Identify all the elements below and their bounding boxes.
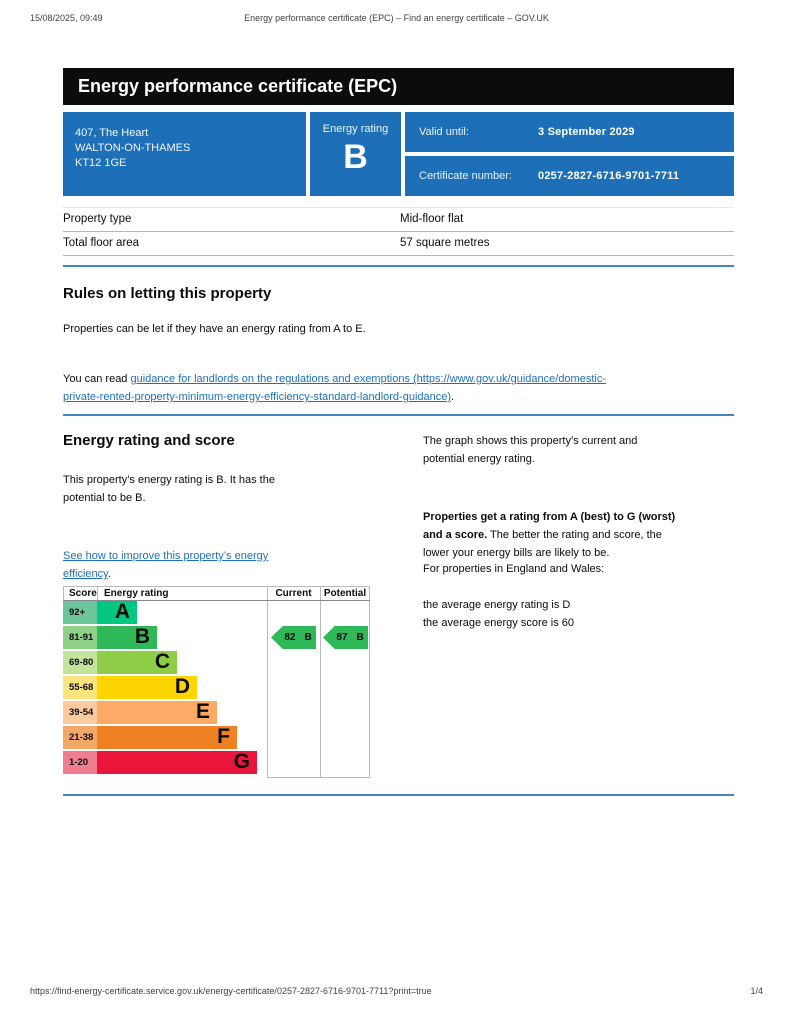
epc-band-row-b: 81-91 B bbox=[63, 626, 267, 649]
epc-band-row-f: 21-38 F bbox=[63, 726, 267, 749]
improve-efficiency-paragraph: See how to improve this property’s energ… bbox=[63, 529, 373, 583]
chart-header-score: Score bbox=[69, 588, 97, 599]
rating-explanation-paragraph: Properties get a rating from A (best) to… bbox=[423, 490, 735, 562]
epc-score-range: 1-20 bbox=[63, 751, 97, 774]
banner-title: Energy performance certificate (EPC) bbox=[78, 76, 398, 96]
current-rating-arrow: 82 B bbox=[271, 626, 316, 649]
potential-rating-arrow: 87 B bbox=[323, 626, 368, 649]
floor-area-label: Total floor area bbox=[63, 237, 140, 249]
certificate-number-label: Certificate number: bbox=[419, 170, 512, 182]
epc-band-row-a: 92+ A bbox=[63, 601, 267, 624]
table-border bbox=[63, 207, 734, 208]
epc-band-bar: D bbox=[97, 676, 197, 699]
section-divider bbox=[63, 414, 734, 416]
epc-band-bar: E bbox=[97, 701, 217, 724]
chart-top-border bbox=[63, 586, 370, 587]
epc-band-bar: C bbox=[97, 651, 177, 674]
rules-heading: Rules on letting this property bbox=[63, 285, 272, 302]
average-rating-paragraph: the average energy rating is D the avera… bbox=[423, 599, 575, 629]
epc-band-bar: G bbox=[97, 751, 257, 774]
chart-header-rating: Energy rating bbox=[104, 588, 169, 599]
table-row: Total floor area 57 square metres bbox=[63, 231, 734, 255]
print-url: https://find-energy-certificate.service.… bbox=[30, 986, 432, 996]
rating-explanation-bold: Properties get a rating from A (best) to… bbox=[423, 511, 676, 541]
epc-score-range: 81-91 bbox=[63, 626, 97, 649]
graph-description-paragraph: The graph shows this property’s current … bbox=[423, 435, 638, 465]
epc-chart: Score Energy rating Current Potential 92… bbox=[63, 586, 370, 779]
rules-guidance-suffix: . bbox=[451, 391, 455, 403]
certificate-number-box: Certificate number: 0257-2827-6716-9701-… bbox=[405, 156, 734, 196]
energy-rating-box: Energy rating B bbox=[310, 112, 401, 196]
rating-summary-paragraph: This property’s energy rating is B. It h… bbox=[63, 474, 275, 504]
improve-efficiency-link[interactable]: See how to improve this property’s energ… bbox=[63, 550, 269, 580]
valid-until-value: 3 September 2029 bbox=[538, 126, 635, 138]
epc-band-row-g: 1-20 G bbox=[63, 751, 267, 774]
property-type-label: Property type bbox=[63, 213, 132, 225]
chart-header-potential: Potential bbox=[323, 588, 367, 599]
rules-paragraph: Properties can be let if they have an en… bbox=[63, 323, 366, 335]
table-border bbox=[63, 255, 734, 256]
potential-band: B bbox=[356, 632, 364, 643]
print-page-number: 1/4 bbox=[750, 986, 763, 996]
england-wales-paragraph: For properties in England and Wales: bbox=[423, 563, 605, 575]
table-border bbox=[63, 231, 734, 232]
energy-rating-value: B bbox=[343, 138, 368, 176]
epc-band-bar: A bbox=[97, 601, 137, 624]
valid-until-label: Valid until: bbox=[419, 126, 469, 138]
potential-score: 87 bbox=[336, 632, 348, 643]
rating-explanation-rest: The better the rating and score, the low… bbox=[423, 529, 662, 559]
property-address: 407, The Heart WALTON-ON-THAMES KT12 1GE bbox=[75, 127, 191, 169]
chart-bottom-border bbox=[267, 777, 370, 778]
current-score: 82 bbox=[284, 632, 296, 643]
property-address-box: 407, The Heart WALTON-ON-THAMES KT12 1GE bbox=[63, 112, 306, 196]
rules-guidance-prefix: You can read bbox=[63, 373, 131, 385]
epc-band-bar: F bbox=[97, 726, 237, 749]
epc-band-row-e: 39-54 E bbox=[63, 701, 267, 724]
print-datetime: 15/08/2025, 09:49 bbox=[30, 13, 103, 23]
epc-band-row-c: 69-80 C bbox=[63, 651, 267, 674]
epc-score-range: 55-68 bbox=[63, 676, 97, 699]
chart-score-separator bbox=[97, 586, 98, 600]
current-band: B bbox=[304, 632, 312, 643]
epc-score-range: 21-38 bbox=[63, 726, 97, 749]
epc-score-range: 69-80 bbox=[63, 651, 97, 674]
table-row: Property type Mid-floor flat bbox=[63, 207, 734, 231]
chart-header-underline bbox=[63, 600, 370, 601]
floor-area-value: 57 square metres bbox=[400, 237, 490, 249]
energy-rating-label: Energy rating bbox=[322, 123, 389, 135]
property-type-value: Mid-floor flat bbox=[400, 213, 464, 225]
rating-score-heading: Energy rating and score bbox=[63, 432, 235, 449]
section-divider bbox=[63, 794, 734, 796]
chart-potential-column-line bbox=[320, 586, 321, 778]
valid-until-box: Valid until: 3 September 2029 bbox=[405, 112, 734, 152]
chart-header-left-border bbox=[63, 586, 64, 600]
improve-efficiency-suffix: . bbox=[107, 568, 111, 580]
chart-current-column-line bbox=[267, 586, 268, 778]
epc-score-range: 92+ bbox=[63, 601, 97, 624]
certificate-number-value: 0257-2827-6716-9701-7711 bbox=[538, 170, 680, 182]
rules-guidance-paragraph: You can read guidance for landlords on t… bbox=[63, 352, 734, 406]
epc-band-bar: B bbox=[97, 626, 157, 649]
chart-header-current: Current bbox=[275, 588, 312, 599]
section-divider bbox=[63, 265, 734, 267]
epc-score-range: 39-54 bbox=[63, 701, 97, 724]
print-page-title: Energy performance certificate (EPC) – F… bbox=[244, 13, 549, 23]
certificate-banner: Energy performance certificate (EPC) bbox=[63, 68, 734, 105]
landlord-guidance-link[interactable]: guidance for landlords on the regulation… bbox=[63, 373, 606, 403]
epc-band-row-d: 55-68 D bbox=[63, 676, 267, 699]
chart-right-border bbox=[369, 586, 370, 778]
